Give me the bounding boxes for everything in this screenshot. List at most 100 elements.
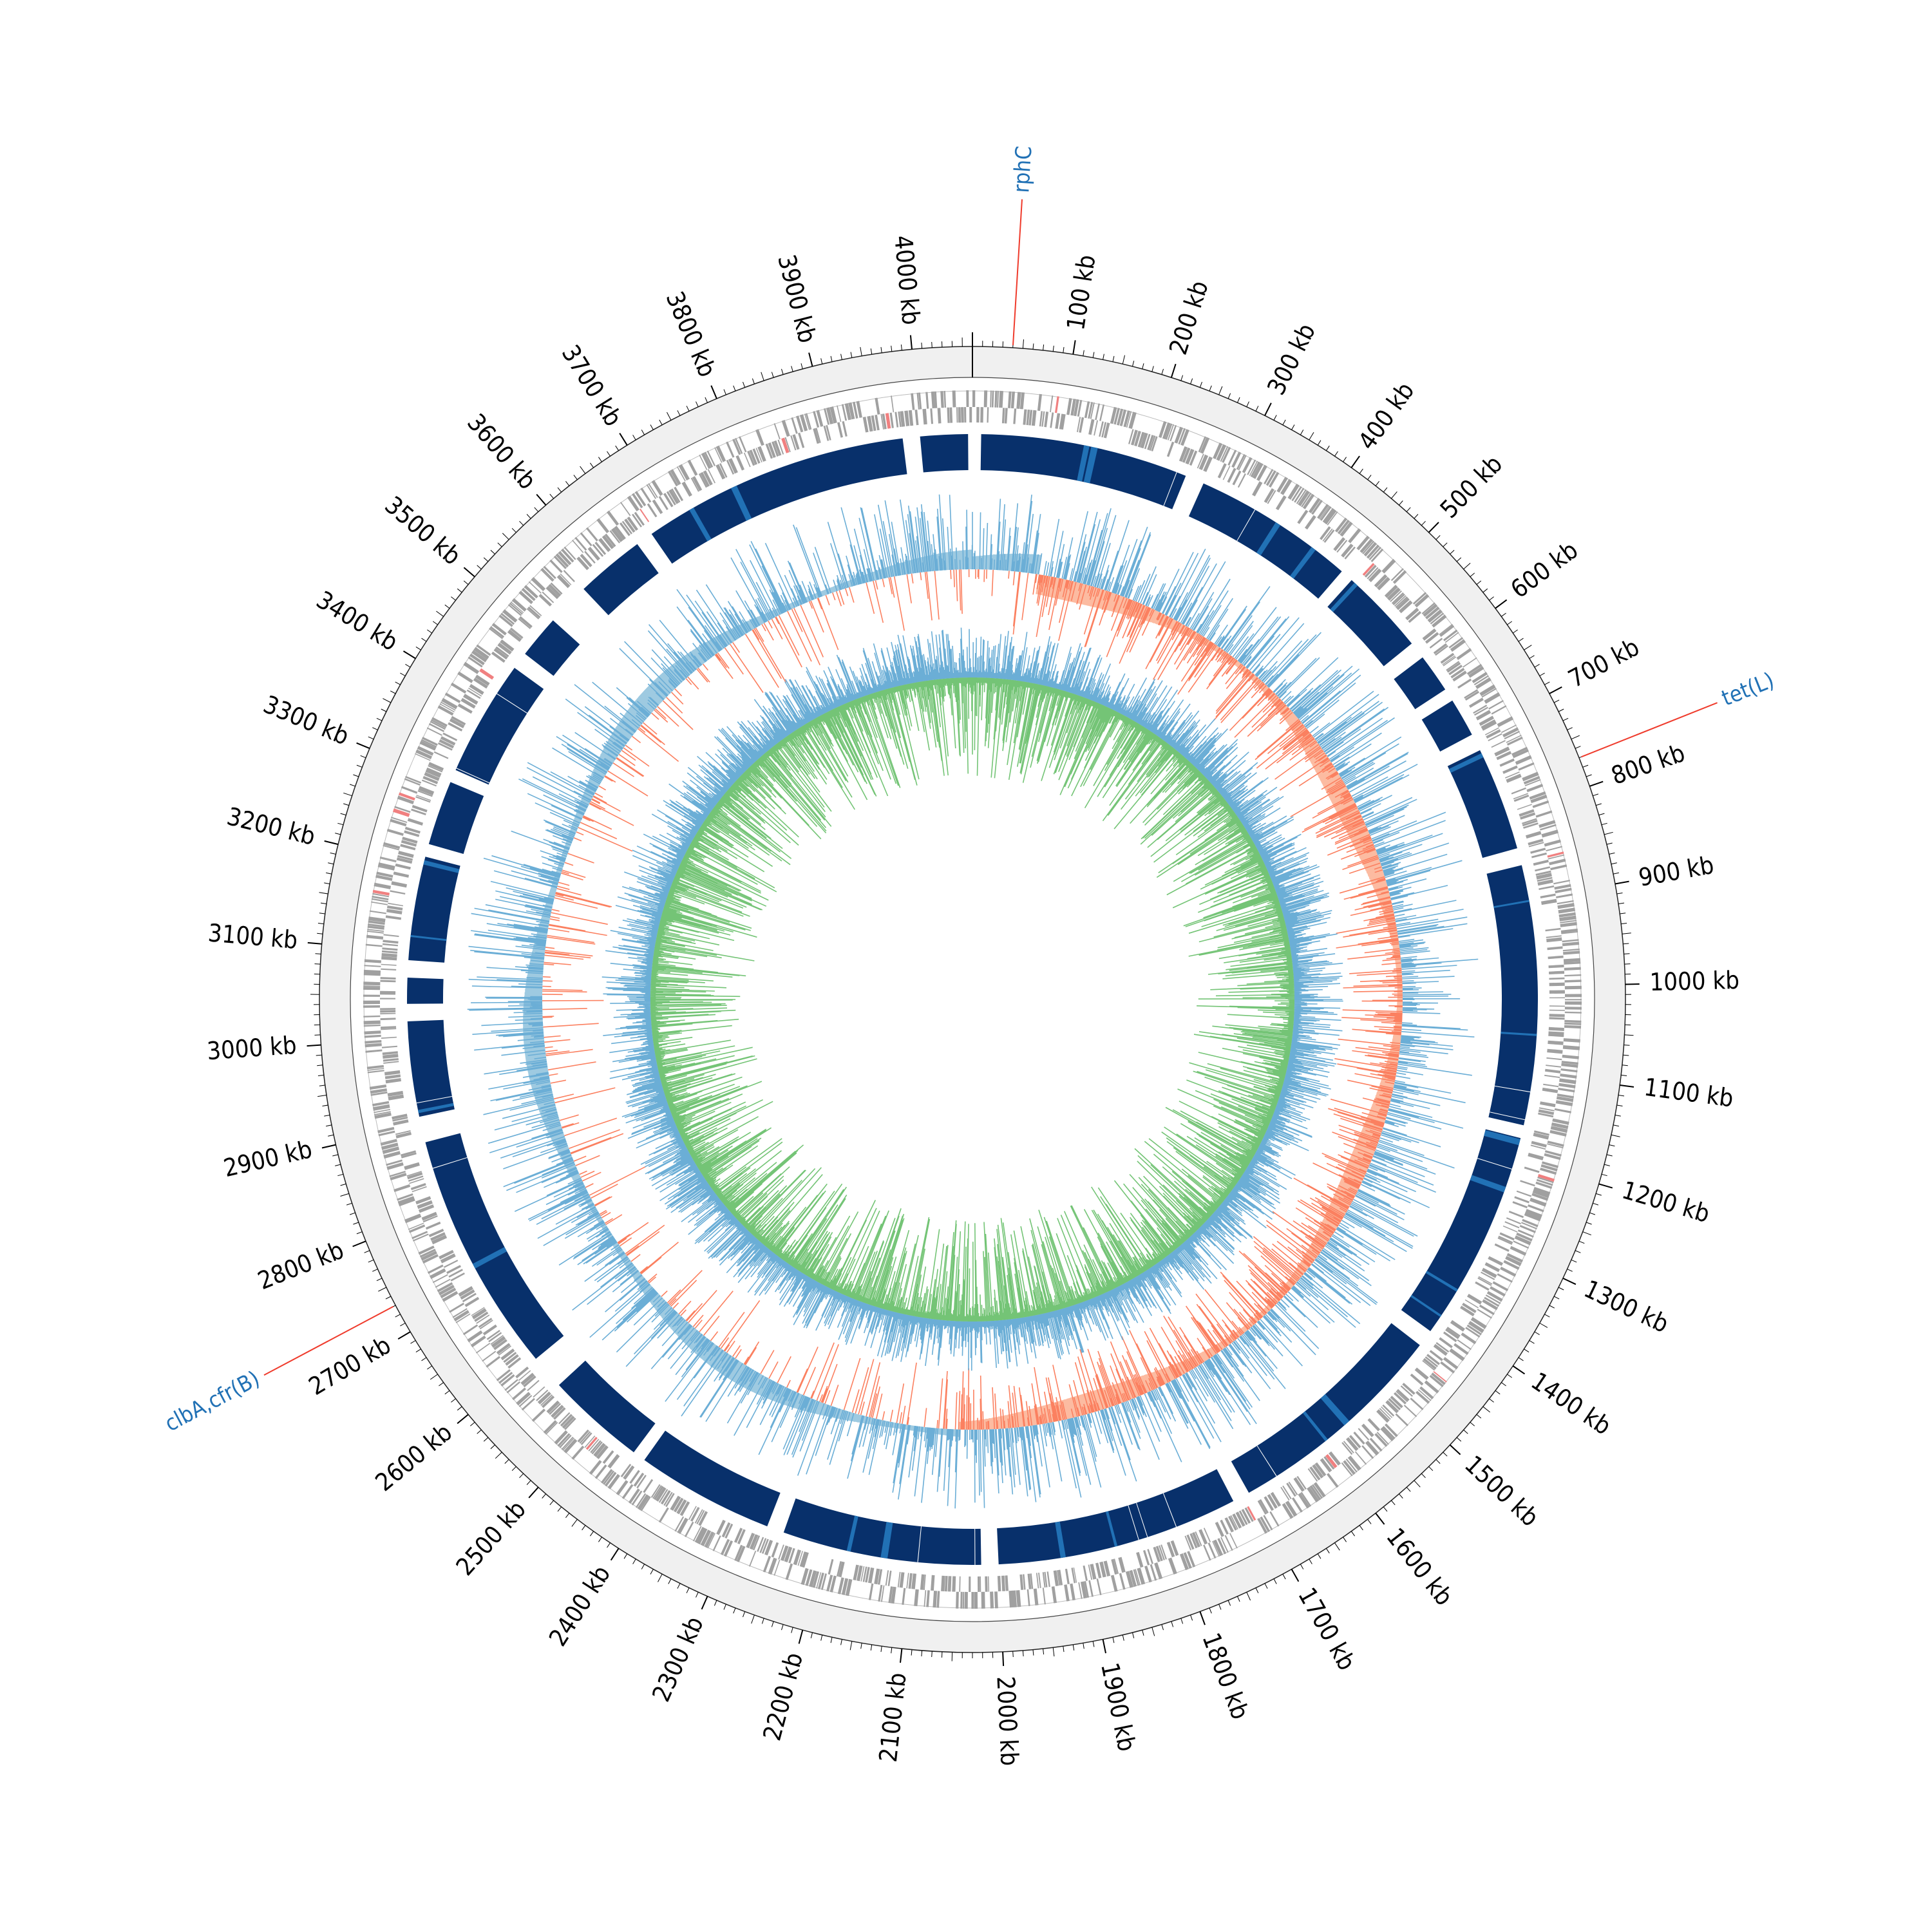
minor-tick bbox=[1343, 1537, 1347, 1542]
minor-tick bbox=[314, 963, 321, 965]
minor-tick bbox=[781, 368, 784, 375]
minor-tick bbox=[415, 646, 421, 650]
minor-tick bbox=[1161, 1624, 1164, 1631]
minor-tick bbox=[368, 1259, 374, 1263]
minor-tick bbox=[931, 1651, 933, 1658]
minor-tick bbox=[1309, 431, 1314, 440]
minor-tick bbox=[1112, 1637, 1115, 1643]
minor-tick bbox=[439, 1382, 444, 1387]
minor-tick bbox=[1317, 1553, 1321, 1559]
minor-tick bbox=[1414, 514, 1419, 519]
minor-tick bbox=[1421, 520, 1426, 526]
synteny-block bbox=[1447, 750, 1517, 858]
minor-tick bbox=[900, 344, 902, 350]
major-tick bbox=[463, 567, 475, 578]
minor-tick bbox=[598, 1537, 602, 1542]
minor-tick bbox=[1375, 480, 1379, 486]
minor-tick bbox=[1609, 852, 1615, 855]
major-tick bbox=[528, 1486, 539, 1499]
synteny-block bbox=[1394, 657, 1446, 710]
minor-tick bbox=[677, 1583, 681, 1589]
minor-tick bbox=[1544, 681, 1550, 685]
minor-tick bbox=[1622, 1065, 1628, 1066]
minor-tick bbox=[1367, 475, 1372, 480]
minor-tick bbox=[723, 1604, 726, 1610]
minor-tick bbox=[469, 1422, 475, 1426]
minor-tick bbox=[368, 736, 374, 740]
minor-tick bbox=[1606, 1154, 1613, 1157]
synteny-insert bbox=[410, 934, 447, 942]
minor-tick bbox=[477, 565, 482, 570]
synteny-break bbox=[1256, 1445, 1277, 1477]
minor-tick bbox=[1613, 872, 1620, 875]
minor-tick bbox=[1524, 645, 1532, 650]
major-tick bbox=[1495, 599, 1508, 609]
minor-tick bbox=[1273, 1578, 1277, 1584]
minor-tick bbox=[557, 1506, 562, 1512]
minor-tick bbox=[891, 345, 893, 352]
minor-tick bbox=[800, 363, 803, 370]
minor-tick bbox=[1132, 1632, 1135, 1638]
minor-tick bbox=[504, 1459, 509, 1464]
minor-tick bbox=[324, 1115, 330, 1117]
minor-tick bbox=[1421, 1473, 1426, 1479]
synteny-break bbox=[497, 693, 527, 714]
minor-tick bbox=[346, 1202, 352, 1206]
minor-tick bbox=[880, 1646, 882, 1653]
minor-tick bbox=[791, 1627, 793, 1633]
minor-tick bbox=[427, 1365, 432, 1370]
synteny-insert bbox=[689, 507, 712, 542]
minor-tick bbox=[641, 1564, 645, 1569]
minor-tick bbox=[1043, 1649, 1045, 1655]
minor-tick bbox=[1586, 1222, 1592, 1225]
minor-tick bbox=[1601, 822, 1607, 826]
minor-tick bbox=[791, 366, 793, 372]
minor-tick bbox=[810, 1632, 813, 1638]
synteny-break bbox=[1236, 509, 1256, 542]
minor-tick bbox=[1443, 1452, 1448, 1457]
major-tick bbox=[324, 840, 339, 846]
synteny-insert bbox=[1083, 446, 1098, 484]
minor-tick bbox=[319, 913, 325, 914]
minor-tick bbox=[623, 1553, 628, 1559]
minor-tick bbox=[1334, 451, 1338, 457]
major-tick bbox=[610, 1548, 620, 1561]
minor-tick bbox=[659, 419, 663, 426]
synteny-insert bbox=[1410, 1294, 1442, 1317]
synteny-break bbox=[917, 1526, 922, 1562]
minor-tick bbox=[1043, 344, 1045, 350]
minor-tick bbox=[477, 1429, 482, 1434]
synteny-insert bbox=[846, 1515, 858, 1552]
major-tick bbox=[1102, 1639, 1106, 1654]
minor-tick bbox=[1507, 1374, 1512, 1378]
synteny-insert bbox=[1501, 1032, 1537, 1036]
minor-tick bbox=[1237, 1596, 1240, 1602]
synteny-break bbox=[1128, 1505, 1139, 1540]
minor-tick bbox=[1618, 902, 1625, 904]
minor-tick bbox=[1558, 708, 1564, 712]
minor-tick bbox=[1609, 1144, 1615, 1147]
minor-tick bbox=[1092, 1641, 1095, 1647]
minor-tick bbox=[582, 1525, 586, 1531]
minor-tick bbox=[502, 533, 509, 540]
synteny-insert bbox=[1105, 1511, 1118, 1547]
gc-skew-outer-spikes bbox=[467, 494, 1479, 1509]
minor-tick bbox=[771, 1621, 774, 1627]
minor-tick bbox=[495, 1452, 502, 1459]
minor-tick bbox=[1309, 1558, 1312, 1564]
synteny-insert bbox=[1303, 1411, 1328, 1441]
minor-tick bbox=[1246, 1592, 1251, 1601]
minor-tick bbox=[1122, 355, 1125, 365]
major-tick bbox=[1449, 1444, 1461, 1455]
synteny-block bbox=[558, 1360, 656, 1453]
minor-tick bbox=[1092, 352, 1095, 358]
minor-tick bbox=[1291, 424, 1295, 430]
minor-tick bbox=[1359, 1525, 1363, 1531]
minor-tick bbox=[677, 410, 681, 416]
minor-tick bbox=[343, 803, 349, 806]
synteny-insert bbox=[1256, 522, 1281, 556]
synteny-block bbox=[406, 978, 444, 1004]
minor-tick bbox=[650, 424, 654, 430]
synteny-break bbox=[416, 1096, 452, 1104]
